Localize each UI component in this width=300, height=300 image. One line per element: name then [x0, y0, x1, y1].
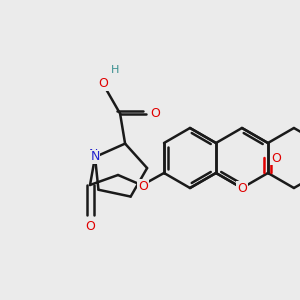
Text: O: O	[98, 77, 108, 90]
Text: N: N	[88, 148, 98, 161]
Text: O: O	[150, 107, 160, 120]
Text: H: H	[111, 64, 119, 74]
Text: O: O	[271, 152, 281, 164]
Text: O: O	[138, 179, 148, 193]
Text: O: O	[237, 182, 247, 194]
Text: O: O	[85, 220, 95, 232]
Text: N: N	[90, 151, 100, 164]
